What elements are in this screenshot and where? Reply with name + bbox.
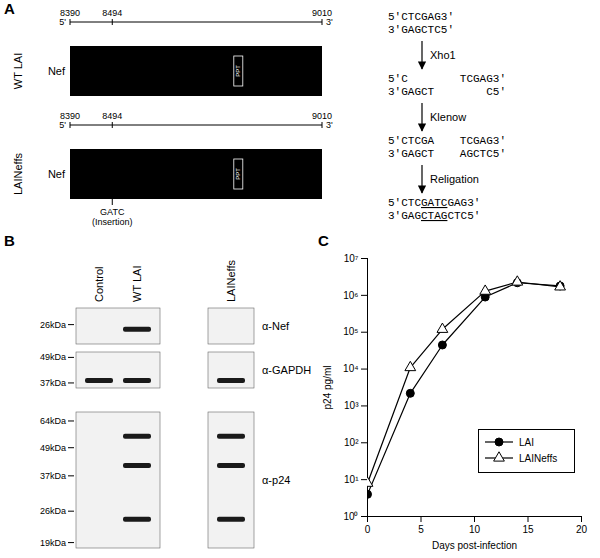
- svg-text:(Insertion): (Insertion): [92, 217, 133, 227]
- svg-text:5'CTCGATCGAG3': 5'CTCGATCGAG3': [388, 197, 480, 209]
- svg-text:49kDa: 49kDa: [40, 352, 66, 362]
- svg-text:C5': C5': [486, 86, 506, 98]
- svg-text:TCGAG3': TCGAG3': [460, 135, 506, 147]
- svg-text:8390: 8390: [60, 111, 80, 121]
- svg-text:WT LAI: WT LAI: [12, 53, 24, 89]
- svg-text:26kDa: 26kDa: [40, 506, 66, 516]
- svg-text:5: 5: [418, 524, 424, 535]
- svg-text:A: A: [4, 0, 15, 17]
- svg-text:Nef: Nef: [48, 65, 66, 77]
- svg-text:α-GAPDH: α-GAPDH: [262, 364, 311, 376]
- svg-text:10²: 10²: [344, 437, 359, 448]
- svg-text:20: 20: [576, 524, 588, 535]
- svg-text:p24 pg/ml: p24 pg/ml: [322, 366, 333, 410]
- svg-text:Control: Control: [93, 267, 105, 302]
- svg-text:Klenow: Klenow: [430, 111, 466, 123]
- svg-text:0: 0: [365, 524, 371, 535]
- svg-text:5'CTCGA: 5'CTCGA: [388, 135, 435, 147]
- svg-text:5'CTCGAG3': 5'CTCGAG3': [388, 11, 454, 23]
- svg-text:PPT: PPT: [235, 168, 241, 180]
- svg-text:LAINeffs: LAINeffs: [12, 153, 24, 195]
- svg-text:B: B: [4, 232, 15, 249]
- svg-text:3'GAGCT: 3'GAGCT: [388, 86, 435, 98]
- svg-text:10⁵: 10⁵: [343, 326, 358, 337]
- svg-text:10³: 10³: [344, 400, 359, 411]
- svg-text:WT LAI: WT LAI: [131, 266, 143, 302]
- svg-text:C: C: [318, 232, 329, 249]
- svg-text:9010: 9010: [312, 111, 332, 121]
- svg-text:10⁷: 10⁷: [344, 253, 359, 264]
- svg-text:3': 3': [326, 120, 333, 130]
- svg-text:Religation: Religation: [430, 173, 479, 185]
- svg-text:LAINeffs: LAINeffs: [225, 260, 237, 302]
- svg-text:10⁴: 10⁴: [343, 363, 358, 374]
- svg-text:α-p24: α-p24: [262, 474, 290, 486]
- svg-text:LAINeffs: LAINeffs: [519, 453, 557, 464]
- svg-text:3'GAGCTAGCTC5': 3'GAGCTAGCTC5': [388, 210, 480, 222]
- svg-text:64kDa: 64kDa: [40, 416, 66, 426]
- svg-text:LAI: LAI: [519, 437, 534, 448]
- svg-text:37kDa: 37kDa: [40, 378, 66, 388]
- svg-text:8390: 8390: [60, 8, 80, 18]
- svg-text:49kDa: 49kDa: [40, 443, 66, 453]
- svg-text:AGCTC5': AGCTC5': [460, 148, 506, 160]
- svg-text:PPT: PPT: [235, 65, 241, 77]
- svg-text:GATC: GATC: [100, 207, 125, 217]
- svg-text:10¹: 10¹: [344, 474, 359, 485]
- svg-text:10: 10: [469, 524, 481, 535]
- svg-text:5': 5': [59, 120, 66, 130]
- svg-text:α-Nef: α-Nef: [262, 320, 290, 332]
- svg-text:10⁶: 10⁶: [343, 290, 358, 301]
- svg-text:8494: 8494: [102, 8, 122, 18]
- svg-text:19kDa: 19kDa: [40, 538, 66, 548]
- svg-text:3'GAGCT: 3'GAGCT: [388, 148, 435, 160]
- svg-text:9010: 9010: [312, 8, 332, 18]
- svg-text:37kDa: 37kDa: [40, 471, 66, 481]
- svg-text:3': 3': [326, 17, 333, 27]
- svg-text:15: 15: [522, 524, 534, 535]
- svg-text:8494: 8494: [102, 111, 122, 121]
- svg-text:3'GAGCTC5': 3'GAGCTC5': [388, 24, 454, 36]
- svg-text:5': 5': [59, 17, 66, 27]
- svg-text:TCGAG3': TCGAG3': [460, 73, 506, 85]
- svg-text:5'C: 5'C: [388, 73, 408, 85]
- svg-text:Xho1: Xho1: [430, 49, 456, 61]
- svg-text:10⁰: 10⁰: [343, 511, 358, 522]
- svg-text:Days post-infection: Days post-infection: [432, 540, 517, 551]
- svg-text:Nef: Nef: [48, 168, 66, 180]
- svg-text:26kDa: 26kDa: [40, 320, 66, 330]
